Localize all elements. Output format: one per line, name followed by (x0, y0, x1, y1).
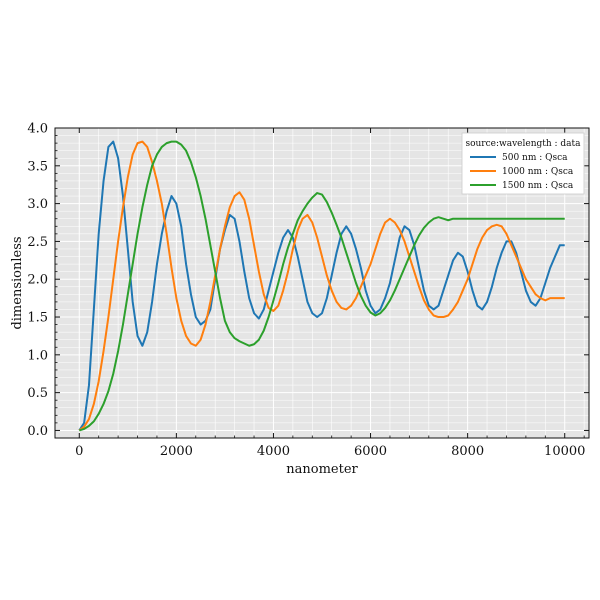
legend-label-2: 1500 nm : Qsca (502, 181, 574, 191)
x-tick-label: 2000 (160, 444, 193, 459)
y-tick-label: 2.5 (27, 235, 48, 250)
legend-label-0: 500 nm : Qsca (502, 153, 568, 163)
x-tick-label: 10000 (544, 444, 585, 459)
series-layer (78, 140, 565, 432)
y-tick-label: 0.5 (27, 386, 48, 401)
legend: source:wavelength : data 500 nm : Qsca 10… (461, 132, 585, 195)
y-axis-label: dimensionless (10, 236, 25, 329)
axes: 0 2000 4000 6000 8000 10000 0.0 0.5 1.0 1.5 2.0 2.5… (27, 122, 589, 459)
x-tick-label: 8000 (451, 444, 484, 459)
y-tick-label: 0.0 (27, 424, 48, 439)
legend-title: source:wavelength : data (465, 139, 581, 149)
plot-frame (54, 127, 590, 439)
y-tick-label: 2.0 (27, 273, 48, 288)
series-line-2 (78, 140, 565, 432)
y-tick-label: 4.0 (27, 122, 48, 137)
legend-label-1: 1000 nm : Qsca (502, 167, 574, 177)
x-tick-label: 0 (75, 444, 83, 459)
series-line-0 (78, 140, 565, 431)
x-tick-label: 6000 (354, 444, 387, 459)
x-tick-label: 4000 (257, 444, 290, 459)
legend-box (461, 132, 585, 195)
x-axis-label: nanometer (286, 462, 358, 477)
y-tick-label: 1.5 (27, 311, 48, 326)
y-tick-label: 1.0 (27, 348, 48, 363)
y-tick-label: 3.0 (27, 197, 48, 212)
series-line-1 (78, 140, 565, 432)
y-tick-label: 3.5 (27, 159, 48, 174)
